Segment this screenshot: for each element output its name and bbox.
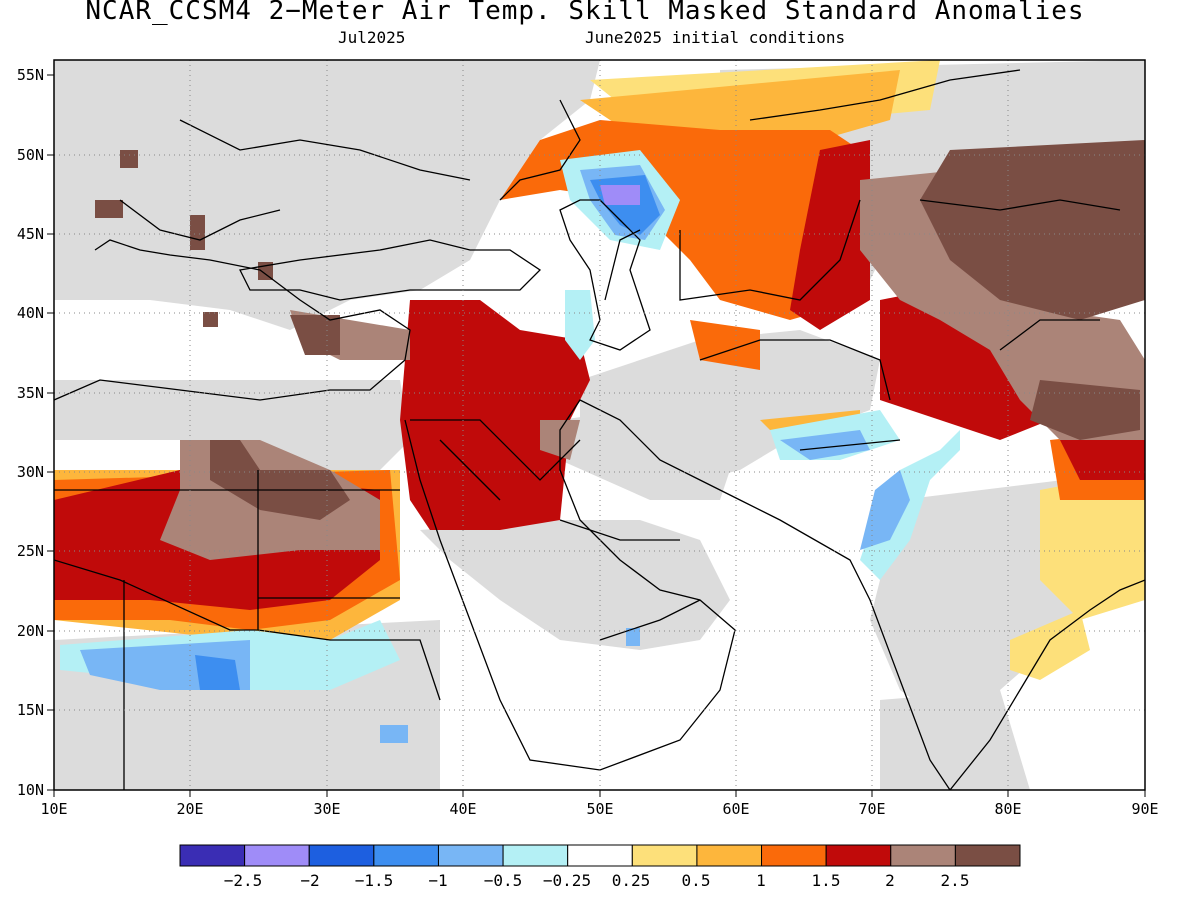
- lat-axis-labels: 55N 50N 45N 40N 35N 30N 25N 20N 15N 10N: [17, 66, 44, 799]
- colorbar-label: 2: [885, 871, 895, 890]
- lon-tick-label: 10E: [40, 800, 67, 818]
- colorbar-label: 0.5: [682, 871, 711, 890]
- colorbar-swatch: [179, 844, 246, 867]
- lon-axis-labels: 10E 20E 30E 40E 50E 60E 70E 80E 90E: [40, 800, 1158, 818]
- coastlines: [54, 69, 1145, 790]
- colorbar-swatch: [567, 844, 633, 867]
- colorbar-swatches: [179, 844, 1021, 867]
- colorbar-swatch: [502, 844, 569, 867]
- lon-tick-label: 80E: [994, 800, 1021, 818]
- colorbar-label: −2.5: [224, 871, 263, 890]
- colorbar-label: −0.25: [543, 871, 591, 890]
- colorbar-swatch: [890, 844, 956, 867]
- lon-tick-label: 50E: [586, 800, 613, 818]
- cool-anomaly-15: [600, 185, 640, 205]
- colorbar-swatch: [308, 844, 375, 867]
- lat-tick-label: 45N: [17, 225, 44, 243]
- lat-tick-label: 10N: [17, 781, 44, 799]
- lat-tick-label: 55N: [17, 66, 44, 84]
- lon-tick-label: 60E: [722, 800, 749, 818]
- colorbar-label: −0.5: [484, 871, 523, 890]
- lon-tick-label: 70E: [858, 800, 885, 818]
- lat-tick-label: 15N: [17, 701, 44, 719]
- tick-marks: [47, 74, 1146, 797]
- colorbar-swatch: [761, 844, 827, 867]
- initial-conditions: June2025 initial conditions: [585, 28, 846, 47]
- lon-tick-label: 20E: [176, 800, 203, 818]
- colorbar-swatch: [954, 844, 1021, 867]
- forecast-month: Jul2025: [338, 28, 406, 47]
- lat-tick-label: 20N: [17, 622, 44, 640]
- colorbar-swatch: [244, 844, 310, 867]
- colorbar-swatch: [696, 844, 763, 867]
- colorbar-label: −1.5: [355, 871, 394, 890]
- colorbar-label: 2.5: [941, 871, 970, 890]
- lat-tick-label: 30N: [17, 463, 44, 481]
- colorbar-label: −1: [428, 871, 447, 890]
- colorbar-label: −2: [300, 871, 319, 890]
- colorbar: −2.5 −2 −1.5 −1 −0.5 −0.25 0.25 0.5 1 1.…: [179, 844, 1021, 890]
- warm-anomaly-3: [95, 140, 1145, 520]
- lat-tick-label: 25N: [17, 542, 44, 560]
- lat-tick-label: 50N: [17, 146, 44, 164]
- lat-tick-label: 40N: [17, 304, 44, 322]
- lon-tick-label: 90E: [1131, 800, 1158, 818]
- colorbar-swatch: [373, 844, 439, 867]
- colorbar-labels: −2.5 −2 −1.5 −1 −0.5 −0.25 0.25 0.5 1 1.…: [224, 871, 970, 890]
- colorbar-swatch: [631, 844, 698, 867]
- colorbar-label: 1: [756, 871, 766, 890]
- lon-tick-label: 30E: [313, 800, 340, 818]
- colorbar-swatch: [825, 844, 892, 867]
- chart-title: NCAR_CCSM4 2−Meter Air Temp. Skill Maske…: [85, 0, 1085, 26]
- colorbar-label: 0.25: [612, 871, 651, 890]
- colorbar-label: 1.5: [812, 871, 841, 890]
- graticule: [54, 60, 1145, 790]
- lon-tick-label: 40E: [449, 800, 476, 818]
- anomaly-shading: [54, 60, 1145, 790]
- colorbar-swatch: [437, 844, 504, 867]
- lat-tick-label: 35N: [17, 384, 44, 402]
